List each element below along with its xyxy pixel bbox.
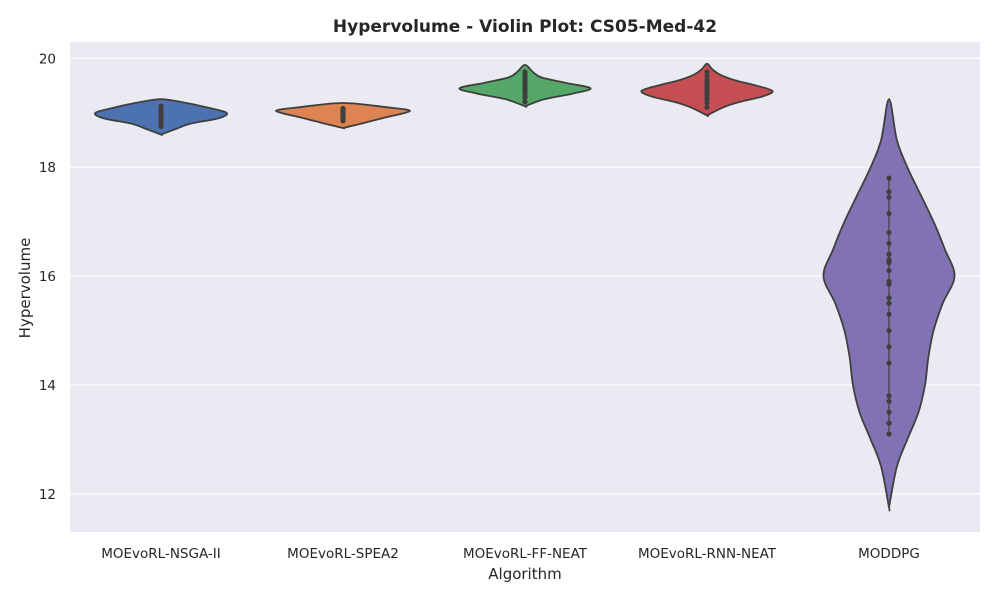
data-point bbox=[522, 99, 528, 105]
data-point bbox=[886, 251, 892, 257]
y-tick-label: 20 bbox=[39, 51, 56, 67]
violin-4 bbox=[640, 62, 774, 117]
data-point bbox=[522, 69, 528, 75]
data-point bbox=[704, 104, 710, 110]
y-tick-label: 18 bbox=[39, 160, 56, 176]
x-tick-label: MOEvoRL-SPEA2 bbox=[287, 546, 399, 562]
data-point bbox=[886, 431, 892, 437]
data-point bbox=[886, 295, 892, 301]
data-point bbox=[886, 189, 892, 195]
y-tick-label: 14 bbox=[39, 378, 56, 394]
data-point bbox=[886, 268, 892, 274]
data-point bbox=[886, 311, 892, 317]
violin-5 bbox=[822, 98, 956, 512]
data-point bbox=[886, 393, 892, 399]
chart-title: Hypervolume - Violin Plot: CS05-Med-42 bbox=[333, 17, 717, 37]
data-point bbox=[886, 398, 892, 404]
data-point bbox=[886, 278, 892, 285]
data-point bbox=[704, 77, 710, 83]
data-point bbox=[704, 69, 710, 75]
data-point bbox=[886, 257, 892, 263]
violin-1 bbox=[94, 98, 228, 136]
data-point bbox=[886, 420, 892, 426]
y-tick-label: 12 bbox=[39, 487, 56, 503]
x-axis-label: Algorithm bbox=[488, 565, 561, 583]
data-point bbox=[886, 175, 892, 181]
data-point bbox=[704, 73, 710, 79]
violins bbox=[94, 62, 956, 512]
y-axis-label: Hypervolume bbox=[16, 238, 34, 339]
data-point bbox=[886, 240, 892, 247]
x-tick-label: MOEvoRL-RNN-NEAT bbox=[638, 546, 777, 562]
data-point bbox=[704, 100, 710, 106]
x-tick-label: MOEvoRL-FF-NEAT bbox=[463, 546, 588, 562]
x-tick-label: MOEvoRL-NSGA-II bbox=[101, 546, 221, 562]
data-point bbox=[886, 360, 892, 366]
data-point bbox=[886, 327, 892, 334]
x-tick-labels: MOEvoRL-NSGA-II MOEvoRL-SPEA2 MOEvoRL-FF-N… bbox=[101, 546, 920, 562]
data-point bbox=[886, 300, 892, 306]
data-point bbox=[886, 229, 892, 236]
data-point bbox=[340, 105, 346, 112]
data-point bbox=[886, 210, 892, 217]
x-tick-label: MODDPG bbox=[858, 546, 920, 562]
data-point bbox=[886, 409, 892, 415]
data-point bbox=[886, 344, 892, 350]
data-point bbox=[158, 103, 164, 109]
violin-2 bbox=[275, 102, 411, 130]
data-point bbox=[886, 194, 892, 200]
y-tick-labels: 12 14 16 18 20 bbox=[39, 51, 56, 503]
y-tick-label: 16 bbox=[39, 269, 56, 285]
violin-3 bbox=[458, 63, 592, 108]
